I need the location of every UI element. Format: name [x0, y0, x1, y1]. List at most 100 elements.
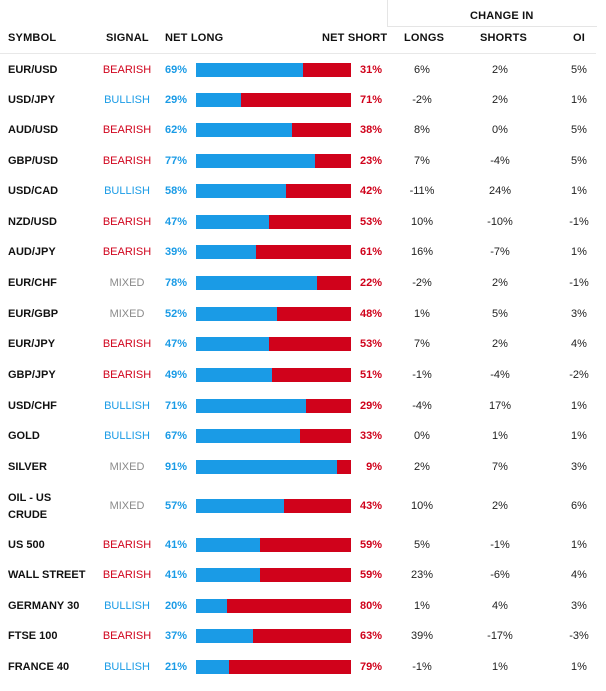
sentiment-bar-long-fill	[196, 429, 300, 443]
header-net-long[interactable]: NET LONG	[165, 32, 224, 44]
longs-change: 10%	[410, 500, 434, 512]
symbol-label[interactable]: SILVER	[8, 461, 47, 473]
symbol-label[interactable]: USD/JPY	[8, 94, 56, 106]
oi-change: 1%	[571, 246, 587, 258]
oi-change: 4%	[571, 569, 587, 581]
longs-change: 1%	[414, 600, 430, 612]
sentiment-bar-long-fill	[196, 660, 229, 674]
net-short-value: 23%	[359, 155, 382, 167]
net-long-value: 52%	[165, 308, 188, 320]
oi-change: 1%	[571, 400, 587, 412]
longs-change: 6%	[414, 64, 430, 76]
net-short-value: 80%	[359, 600, 382, 612]
symbol-label[interactable]: EUR/JPY	[8, 338, 56, 350]
sentiment-bar-long-fill	[196, 154, 315, 168]
net-short-value: 33%	[359, 430, 382, 442]
sentiment-bar-long-fill	[196, 63, 303, 77]
signal-label: BEARISH	[102, 630, 152, 642]
symbol-label[interactable]: EUR/GBP	[8, 308, 59, 320]
sentiment-bar	[196, 568, 351, 582]
header-change-in: CHANGE IN	[470, 10, 534, 22]
net-short-value: 71%	[359, 94, 382, 106]
header-shorts[interactable]: SHORTS	[480, 32, 528, 44]
net-long-value: 69%	[165, 64, 188, 76]
symbol-label[interactable]: GERMANY 30	[8, 600, 80, 612]
shorts-change: 17%	[488, 400, 512, 412]
header-oi[interactable]: OI	[573, 32, 586, 44]
longs-change: -2%	[412, 94, 432, 106]
shorts-change: 2%	[492, 94, 508, 106]
longs-change: 1%	[414, 308, 430, 320]
symbol-label[interactable]: GOLD	[8, 430, 40, 442]
net-short-value: 79%	[359, 661, 382, 673]
symbol-label[interactable]: FRANCE 40	[8, 661, 70, 673]
net-long-value: 37%	[165, 630, 188, 642]
symbol-label[interactable]: AUD/USD	[8, 124, 59, 136]
sentiment-bar-long-fill	[196, 368, 272, 382]
shorts-change: -17%	[487, 630, 513, 642]
net-long-value: 67%	[165, 430, 188, 442]
net-short-value: 42%	[359, 185, 382, 197]
longs-change: 7%	[414, 155, 430, 167]
header-longs[interactable]: LONGS	[404, 32, 445, 44]
sentiment-bar-long-fill	[196, 93, 241, 107]
symbol-label[interactable]: CRUDE	[8, 509, 48, 521]
oi-change: 5%	[571, 124, 587, 136]
oi-change: 1%	[571, 539, 587, 551]
net-short-value: 38%	[359, 124, 382, 136]
longs-change: 16%	[410, 246, 434, 258]
net-long-value: 58%	[165, 185, 188, 197]
net-long-value: 57%	[165, 500, 188, 512]
shorts-change: -10%	[487, 216, 513, 228]
sentiment-bar	[196, 629, 351, 643]
sentiment-bar-long-fill	[196, 123, 292, 137]
symbol-label[interactable]: EUR/CHF	[8, 277, 57, 289]
oi-change: 5%	[571, 64, 587, 76]
net-short-value: 59%	[359, 539, 382, 551]
header-symbol[interactable]: SYMBOL	[8, 32, 57, 44]
net-long-value: 20%	[165, 600, 188, 612]
symbol-label[interactable]: AUD/JPY	[8, 246, 56, 258]
oi-change: 1%	[571, 661, 587, 673]
symbol-label[interactable]: US 500	[8, 539, 45, 551]
net-long-value: 78%	[165, 277, 188, 289]
sentiment-bar	[196, 245, 351, 259]
header-signal[interactable]: SIGNAL	[106, 32, 149, 44]
header-net-short[interactable]: NET SHORT	[322, 32, 388, 44]
symbol-label[interactable]: EUR/USD	[8, 64, 58, 76]
symbol-label[interactable]: USD/CAD	[8, 185, 59, 197]
signal-label: BEARISH	[102, 369, 152, 381]
longs-change: -1%	[412, 661, 432, 673]
symbol-label[interactable]: GBP/JPY	[8, 369, 56, 381]
net-long-value: 47%	[165, 216, 188, 228]
net-short-value: 31%	[359, 64, 382, 76]
net-long-value: 41%	[165, 569, 188, 581]
net-short-value: 43%	[359, 500, 382, 512]
symbol-label[interactable]: NZD/USD	[8, 216, 57, 228]
change-in-divider	[387, 0, 388, 26]
shorts-change: 4%	[492, 600, 508, 612]
sentiment-bar-long-fill	[196, 460, 337, 474]
signal-label: BULLISH	[104, 94, 150, 106]
symbol-label[interactable]: FTSE 100	[8, 630, 58, 642]
signal-label: MIXED	[109, 500, 145, 512]
net-long-value: 47%	[165, 338, 188, 350]
shorts-change: -1%	[490, 539, 510, 551]
sentiment-bar	[196, 307, 351, 321]
symbol-label[interactable]: OIL - US	[8, 492, 52, 504]
signal-label: BEARISH	[102, 124, 152, 136]
symbol-label[interactable]: USD/CHF	[8, 400, 57, 412]
shorts-change: 7%	[492, 461, 508, 473]
symbol-label[interactable]: WALL STREET	[8, 569, 86, 581]
longs-change: 23%	[410, 569, 434, 581]
shorts-change: 2%	[492, 338, 508, 350]
net-long-value: 77%	[165, 155, 188, 167]
signal-label: BEARISH	[102, 338, 152, 350]
oi-change: 1%	[571, 185, 587, 197]
net-short-value: 59%	[359, 569, 382, 581]
sentiment-bar	[196, 63, 351, 77]
shorts-change: 2%	[492, 500, 508, 512]
net-short-value: 51%	[359, 369, 382, 381]
net-long-value: 62%	[165, 124, 188, 136]
symbol-label[interactable]: GBP/USD	[8, 155, 59, 167]
